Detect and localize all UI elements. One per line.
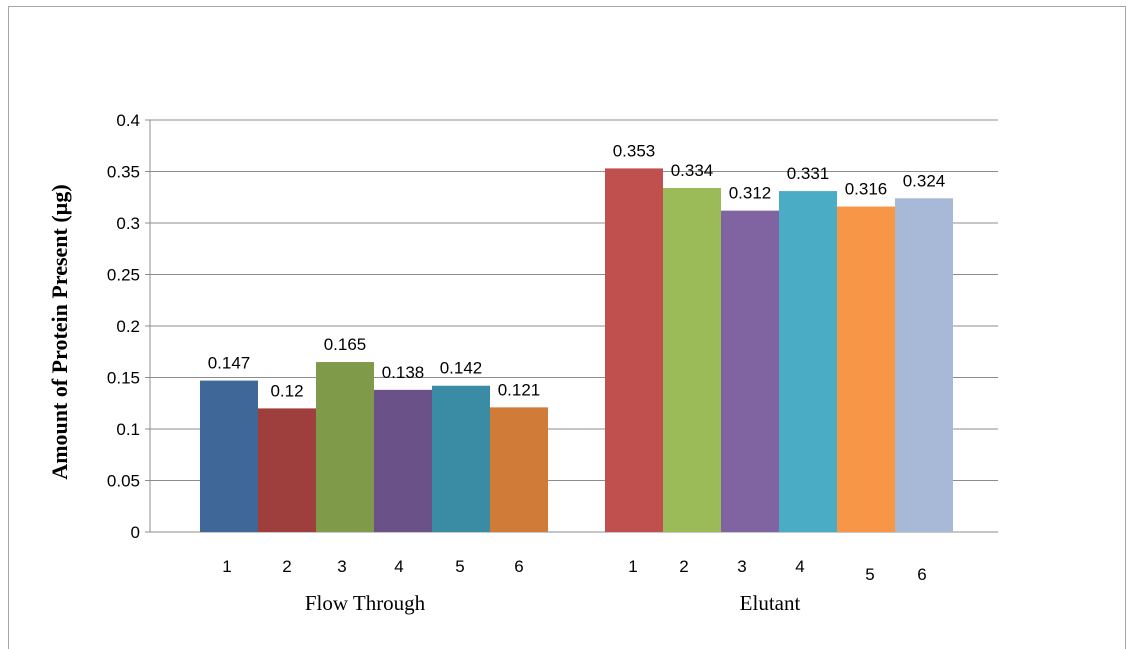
bar: [490, 407, 548, 532]
x-tick-label: 1: [628, 557, 637, 576]
data-label: 0.142: [440, 359, 483, 378]
data-label: 0.138: [382, 363, 425, 382]
group-label: Elutant: [740, 591, 801, 615]
bar: [721, 210, 779, 532]
y-tick-label: 0.2: [116, 317, 140, 336]
x-tick-label: 3: [337, 557, 346, 576]
bar: [258, 408, 316, 532]
data-labels: 0.147 0.12 0.165 0.138 0.142 0.121 0.353 0.334 0…: [208, 141, 946, 400]
y-tick-label: 0.3: [116, 214, 140, 233]
bar: [200, 380, 258, 532]
x-tick-label: 1: [222, 557, 231, 576]
bars: [200, 168, 953, 533]
data-label: 0.334: [671, 161, 714, 180]
bar: [432, 385, 490, 532]
x-tick-label: 4: [394, 557, 403, 576]
data-label: 0.316: [845, 180, 888, 199]
x-tick-label: 4: [795, 557, 804, 576]
x-tick-label: 5: [865, 565, 874, 584]
chart-frame: [8, 6, 1126, 649]
x-tick-label: 2: [679, 557, 688, 576]
y-tick-label: 0.1: [116, 420, 140, 439]
x-tick-label: 3: [737, 557, 746, 576]
y-tick-label: 0: [131, 523, 140, 542]
bar: [837, 206, 895, 532]
data-label: 0.331: [787, 164, 830, 183]
bar: [895, 198, 953, 532]
bar: [374, 389, 432, 532]
group-label: Flow Through: [305, 591, 426, 615]
bar: [605, 168, 663, 532]
y-tick-label: 0.4: [116, 111, 140, 130]
x-tick-label: 5: [455, 557, 464, 576]
x-axis-ticks: 1 2 3 4 5 6 1 2 3 4 5 6: [222, 557, 926, 584]
data-label: 0.324: [903, 171, 946, 190]
data-label: 0.353: [613, 141, 656, 160]
y-tick-label: 0.25: [107, 266, 140, 285]
y-axis-label: Amount of Protein Present (µg): [47, 184, 72, 479]
data-label: 0.12: [270, 381, 303, 400]
y-tick-label: 0.15: [107, 369, 140, 388]
bar: [316, 362, 374, 532]
data-label: 0.147: [208, 354, 251, 373]
x-tick-label: 6: [917, 565, 926, 584]
data-label: 0.312: [729, 184, 772, 203]
y-axis-ticks: 0 0.05 0.1 0.15 0.2 0.25 0.3 0.35 0.4: [107, 111, 140, 542]
data-label: 0.165: [324, 335, 367, 354]
y-tick-label: 0.35: [107, 163, 140, 182]
x-tick-label: 2: [282, 557, 291, 576]
group-labels: Flow Through Elutant: [305, 591, 801, 615]
x-tick-label: 6: [514, 557, 523, 576]
bar: [663, 187, 721, 533]
bar: [779, 191, 837, 532]
data-label: 0.121: [498, 380, 541, 399]
y-tick-label: 0.05: [107, 472, 140, 491]
